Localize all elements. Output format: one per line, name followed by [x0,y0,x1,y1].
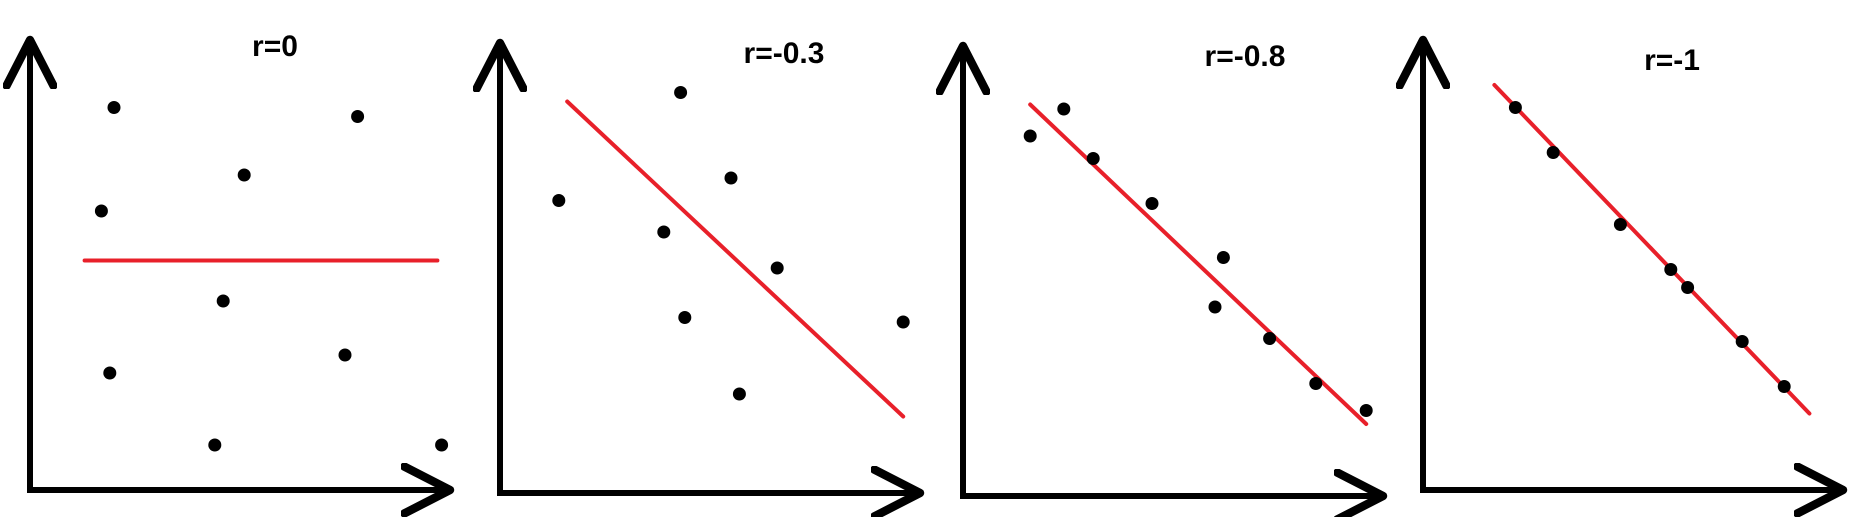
data-point [1681,281,1695,294]
chart-title: r=-1 [1644,44,1700,77]
data-point [552,194,566,207]
data-point [107,101,121,114]
fit-line [1028,102,1369,426]
data-point [732,387,746,401]
fit-line [565,99,906,419]
chart-title: r=-0.8 [1205,40,1286,73]
data-point [1208,300,1222,314]
data-point [678,311,692,324]
data-point [770,261,784,275]
data-point [1216,251,1230,264]
chart-title: r=0 [252,30,298,63]
data-point [1145,197,1159,210]
data-point [208,438,222,452]
data-point [351,110,365,123]
data-point [1023,129,1037,143]
data-point [896,315,910,329]
data-point [338,348,352,362]
scatter-panel-2: r=-0.3 [500,37,920,493]
data-point [103,366,117,380]
data-point [1546,146,1560,159]
data-point [657,225,671,239]
data-point [724,171,738,185]
scatter-panel-3: r=-0.8 [963,40,1383,496]
data-point [1086,152,1100,165]
data-point [1359,404,1373,417]
data-point [216,294,230,308]
data-point [237,168,251,182]
data-point [1508,101,1522,114]
data-point [435,438,449,452]
data-point [1664,263,1678,276]
data-point [1263,332,1277,345]
data-point [1735,335,1749,348]
data-point [1777,380,1791,393]
data-point [1057,102,1071,116]
data-point [1613,218,1627,231]
scatter-panel-1: r=0 [30,30,450,490]
data-point [94,204,108,218]
scatter-panel-4: r=-1 [1423,40,1843,490]
fit-line [1492,83,1812,416]
data-point [674,86,688,99]
chart-title: r=-0.3 [744,37,825,70]
data-point [1309,377,1323,390]
